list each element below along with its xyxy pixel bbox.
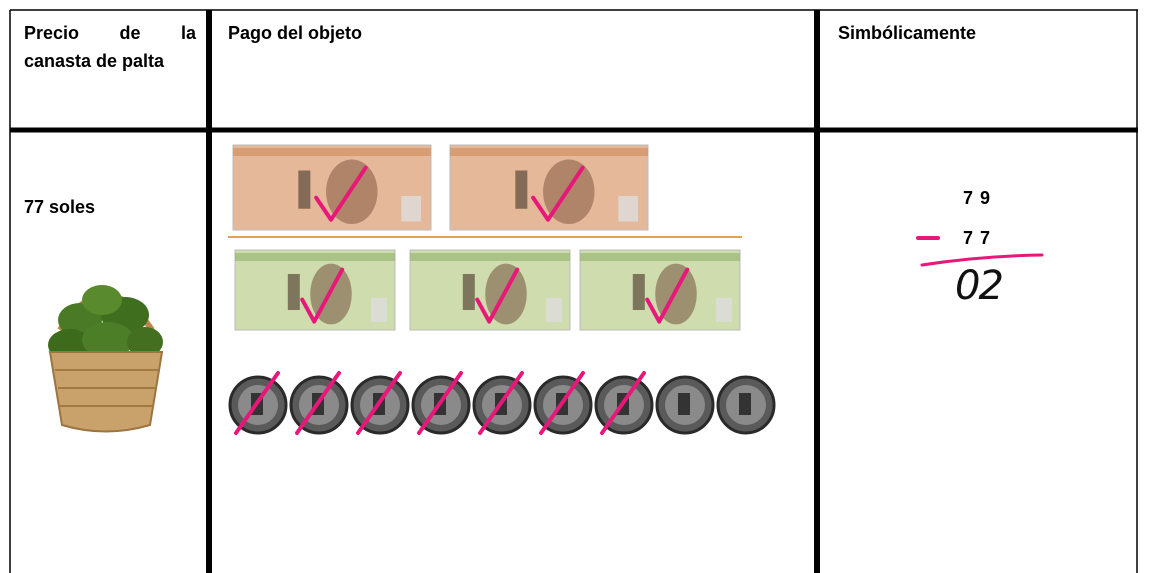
bill-band [450, 148, 648, 156]
bill-band [235, 253, 395, 261]
bill-band [580, 253, 740, 261]
coin-image [594, 371, 654, 435]
basket-image [48, 285, 164, 433]
bill-mark [546, 298, 562, 322]
coin-image [289, 371, 349, 435]
bill-numeral [287, 274, 300, 310]
bill-numeral [515, 170, 528, 209]
check-mark [314, 165, 368, 222]
banknote-image [232, 144, 432, 231]
bill-band [233, 148, 431, 156]
bill-mark [618, 196, 639, 222]
cross-out [539, 371, 585, 435]
header-cell: Simbólicamente [838, 23, 977, 43]
banknote-image [234, 249, 396, 331]
coin-image [411, 371, 471, 435]
coin-image [716, 375, 776, 435]
check-mark [531, 165, 585, 222]
header-cell: Pago del objeto [228, 23, 363, 43]
bill-mark [371, 298, 387, 322]
coin-image [350, 371, 410, 435]
cross-out [356, 371, 402, 435]
result-rule [920, 253, 1044, 267]
coin-figure [678, 393, 690, 415]
check-mark [475, 267, 520, 324]
bill-mark [716, 298, 732, 322]
cross-out [295, 371, 341, 435]
coin-image [533, 371, 593, 435]
check-mark [645, 267, 690, 324]
bill-numeral [298, 170, 311, 209]
cross-out [478, 371, 524, 435]
bill-numeral [632, 274, 645, 310]
coin-image [655, 375, 715, 435]
banknote-image [579, 249, 741, 331]
cross-out [417, 371, 463, 435]
header-cell: Precio de la canasta de palta [24, 23, 196, 71]
bill-band [410, 253, 570, 261]
cross-out [234, 371, 280, 435]
coin-image [228, 371, 288, 435]
coin-figure [739, 393, 751, 415]
subtrahend: 7 7 [963, 228, 992, 248]
check-mark [300, 267, 345, 324]
bill-numeral [462, 274, 475, 310]
result: 02 [955, 263, 1004, 309]
minuend: 7 9 [963, 188, 992, 208]
cross-out [600, 371, 646, 435]
price-text: 77 soles [24, 197, 96, 217]
banknote-image [409, 249, 571, 331]
coin-image [472, 371, 532, 435]
bill-mark [401, 196, 422, 222]
banknote-image [449, 144, 649, 231]
